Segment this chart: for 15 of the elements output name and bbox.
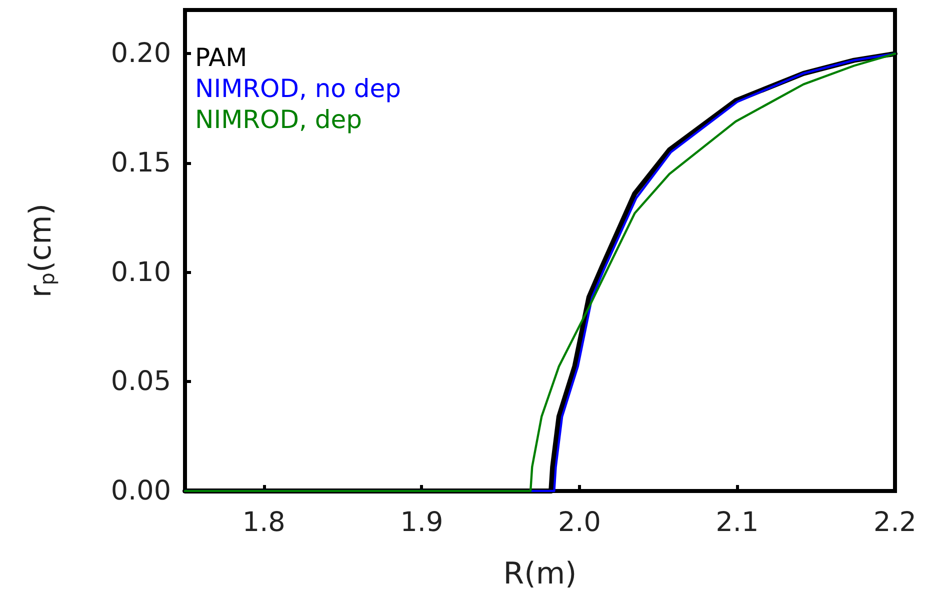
y-tick-label: 0.00 xyxy=(110,476,171,506)
y-tick-label: 0.05 xyxy=(110,366,171,398)
x-axis-title: R(m) xyxy=(503,556,577,592)
y-tick-label: 0.20 xyxy=(110,38,171,70)
y-tick-label: 0.15 xyxy=(110,148,171,179)
x-tick-label: 2.0 xyxy=(558,507,601,538)
text: PAM xyxy=(195,43,248,72)
y-axis-title: rp(cm) xyxy=(24,203,59,298)
text: NIMROD, dep xyxy=(195,105,362,134)
x-tick-label: 1.9 xyxy=(400,507,444,538)
y-tick-label: 0.10 xyxy=(110,256,171,288)
x-tick-label: 1.8 xyxy=(242,507,286,538)
x-tick-label: 2.2 xyxy=(874,507,916,538)
x-tick-label: 2.1 xyxy=(716,507,759,538)
text: NIMROD, no dep xyxy=(195,74,402,103)
